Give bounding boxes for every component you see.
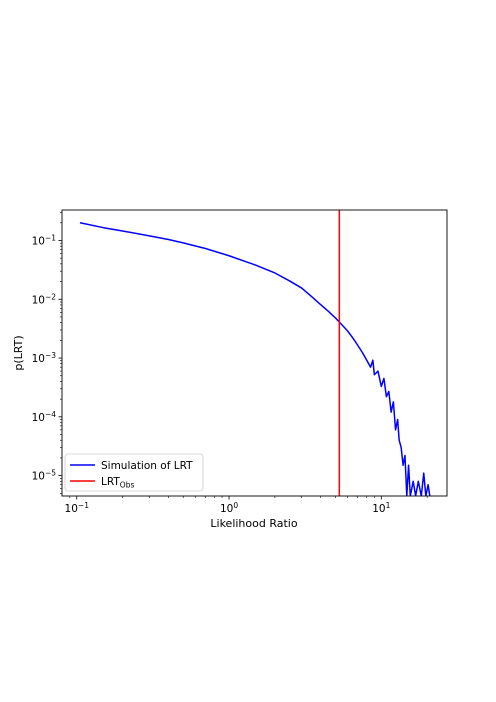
simulation-lrt-line (79, 222, 431, 496)
y-tick-label-base: 10 (32, 294, 45, 306)
y-tick-label-exp: −1 (45, 233, 56, 242)
y-tick-label-base: 10 (32, 353, 45, 365)
x-tick-label: 101 (372, 501, 390, 515)
y-axis-label: p(LRT) (12, 335, 25, 370)
y-tick-label-exp: −5 (45, 469, 56, 478)
legend-label-lrt-sub: Obs (120, 481, 135, 490)
x-tick-label-base: 10 (372, 503, 385, 515)
legend-label-lrt-obs: LRTObs (101, 476, 134, 490)
y-tick-label: 10−3 (32, 351, 57, 365)
x-tick-label-base: 10 (220, 503, 233, 515)
y-tick-label: 10−4 (32, 410, 57, 424)
y-tick-label: 10−2 (32, 292, 57, 306)
y-tick-label-exp: −3 (45, 351, 56, 360)
plot-frame (61, 209, 448, 497)
x-tick-label: 100 (220, 501, 238, 515)
legend-box (64, 453, 204, 492)
legend-label-lrt-main: LRT (101, 476, 120, 488)
y-tick-label: 10−1 (32, 233, 57, 247)
x-tick-label: 10−1 (65, 501, 90, 515)
y-tick-label-base: 10 (32, 235, 45, 247)
x-tick-label-exp: 1 (386, 501, 391, 510)
y-tick-label-base: 10 (32, 412, 45, 424)
series-layer (79, 210, 431, 496)
x-tick-label-base: 10 (65, 503, 78, 515)
y-tick-label-exp: −4 (45, 410, 56, 419)
legend-label-simulation: Simulation of LRT (101, 460, 193, 472)
legend: Simulation of LRT LRTObs (64, 453, 204, 492)
y-tick-label-exp: −2 (45, 292, 56, 301)
y-tick-label-base: 10 (32, 471, 45, 483)
x-tick-label-exp: 0 (233, 501, 238, 510)
x-tick-label-exp: −1 (78, 501, 89, 510)
y-tick-label: 10−5 (32, 469, 57, 483)
x-axis-label: Likelihood Ratio (210, 517, 297, 530)
